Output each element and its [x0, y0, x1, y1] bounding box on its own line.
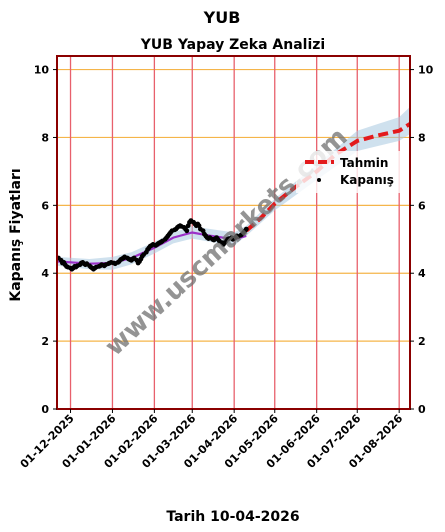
chart-title: YUB Yapay Zeka Analizi — [140, 37, 325, 53]
close-point — [184, 228, 190, 234]
y-tick-label-left: 10 — [34, 64, 50, 77]
legend-label-forecast: Tahmin — [340, 156, 388, 170]
x-axis: 01-12-202501-01-202601-02-202601-03-2026… — [18, 409, 406, 471]
y-tick-label-right: 4 — [418, 267, 426, 280]
chart-suptitle: YUB — [203, 8, 241, 27]
legend-label-close: Kapanış — [340, 173, 394, 187]
y-tick-label-left: 2 — [41, 335, 49, 348]
y-tick-label-right: 10 — [418, 64, 434, 77]
y-tick-label-right: 0 — [418, 403, 426, 416]
y-axis-right: 0 2 4 6 8 10 — [410, 64, 434, 416]
closing-price-points — [56, 218, 249, 272]
y-tick-label-left: 0 — [41, 403, 49, 416]
close-point — [243, 226, 249, 232]
x-axis-label: Tarih 10-04-2026 — [166, 509, 299, 525]
y-tick-label-left: 4 — [41, 267, 49, 280]
y-tick-label-right: 8 — [418, 131, 426, 144]
y-tick-label-right: 6 — [418, 199, 426, 212]
legend: Tahmin Kapanış — [296, 151, 400, 193]
y-tick-label-left: 6 — [41, 199, 49, 212]
plot-frame — [56, 55, 411, 410]
legend-box — [296, 151, 400, 193]
legend-close-swatch — [317, 178, 321, 182]
plot-border — [56, 55, 411, 410]
y-axis-label: Kapanış Fiyatları — [8, 168, 24, 301]
vertical-gridlines — [69, 56, 400, 409]
y-axis-left: 0 2 4 6 8 10 — [34, 64, 57, 416]
forecast-line — [244, 122, 412, 233]
y-tick-label-left: 8 — [41, 131, 49, 144]
y-tick-label-right: 2 — [418, 335, 426, 348]
forecast-line-layer — [244, 122, 412, 233]
